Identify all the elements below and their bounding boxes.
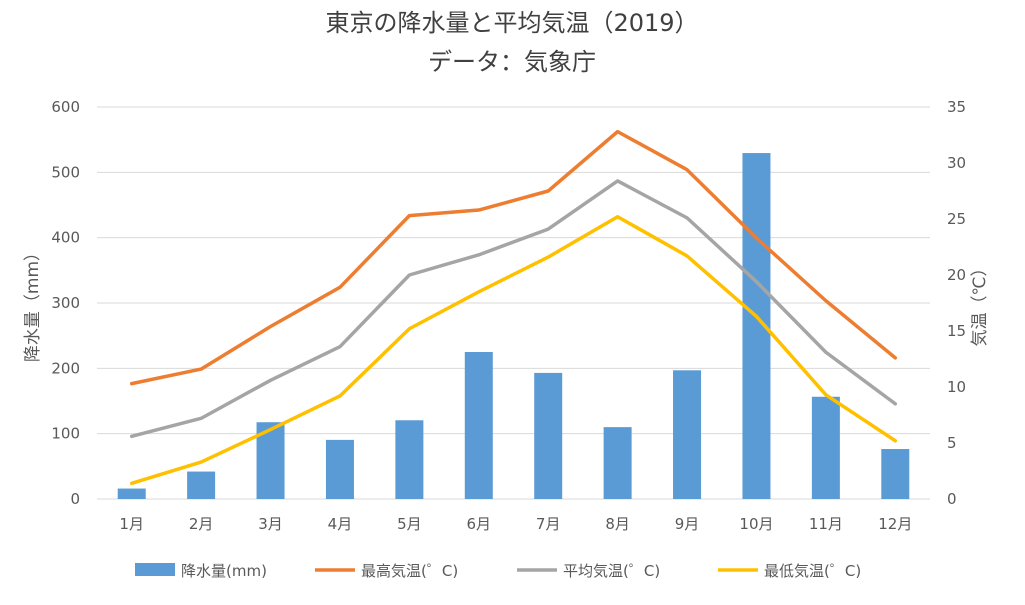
y2-tick-label: 20 — [947, 266, 966, 284]
x-tick-label: 10月 — [739, 515, 773, 533]
y2-tick-label: 15 — [947, 322, 966, 340]
y2-tick-label: 30 — [947, 154, 966, 172]
x-tick-label: 6月 — [467, 515, 492, 533]
line-series-2 — [132, 181, 896, 436]
x-tick-label: 3月 — [258, 515, 283, 533]
legend: 降水量(mm) 最高気温(゜C) 平均気温(゜C) 最低気温(゜C) — [135, 562, 861, 580]
x-tick-label: 5月 — [397, 515, 422, 533]
y-axis-label: 降水量（mm） — [23, 244, 43, 362]
bar-5月 — [395, 420, 423, 499]
bar-2月 — [187, 472, 215, 499]
bar-1月 — [118, 489, 146, 499]
x-axis: 1月 2月 3月 4月 5月 6月 7月 8月 9月 10月 11月 12月 — [119, 515, 912, 533]
x-tick-label: 2月 — [189, 515, 214, 533]
legend-swatch — [135, 563, 175, 576]
y-tick-label: 600 — [51, 98, 80, 116]
y-axis-right: 0 5 10 15 20 25 30 35 — [947, 98, 966, 508]
legend-label: 最高気温(゜C) — [361, 562, 458, 580]
legend-label: 最低気温(゜C) — [764, 562, 861, 580]
x-tick-label: 7月 — [536, 515, 561, 533]
legend-label: 平均気温(゜C) — [563, 562, 660, 580]
bar-9月 — [673, 370, 701, 499]
y-tick-label: 400 — [51, 229, 80, 247]
y-axis-left: 0 100 200 300 400 500 600 — [51, 98, 80, 508]
x-tick-label: 9月 — [675, 515, 700, 533]
bar-4月 — [326, 440, 354, 499]
lines — [132, 132, 896, 484]
y-tick-label: 200 — [51, 359, 80, 377]
bar-7月 — [534, 373, 562, 499]
y-tick-label: 0 — [70, 490, 80, 508]
y-tick-label: 100 — [51, 425, 80, 443]
gridlines — [97, 107, 930, 499]
bar-8月 — [604, 427, 632, 499]
y2-axis-label: 気温（℃） — [970, 259, 990, 346]
bar-11月 — [812, 397, 840, 499]
x-tick-label: 11月 — [809, 515, 843, 533]
y-tick-label: 500 — [51, 163, 80, 181]
y2-tick-label: 10 — [947, 378, 966, 396]
y2-tick-label: 5 — [947, 434, 957, 452]
legend-label: 降水量(mm) — [181, 562, 267, 580]
chart-title: 東京の降水量と平均気温（2019） — [325, 9, 698, 37]
x-tick-label: 12月 — [878, 515, 912, 533]
x-tick-label: 8月 — [605, 515, 630, 533]
y2-tick-label: 25 — [947, 210, 966, 228]
x-tick-label: 4月 — [328, 515, 353, 533]
y2-tick-label: 0 — [947, 490, 957, 508]
bar-6月 — [465, 352, 493, 499]
x-tick-label: 1月 — [119, 515, 144, 533]
y2-tick-label: 35 — [947, 98, 966, 116]
y-tick-label: 300 — [51, 294, 80, 312]
line-series-3 — [132, 217, 896, 484]
bar-12月 — [881, 449, 909, 499]
chart-subtitle: データ：気象庁 — [428, 48, 596, 76]
